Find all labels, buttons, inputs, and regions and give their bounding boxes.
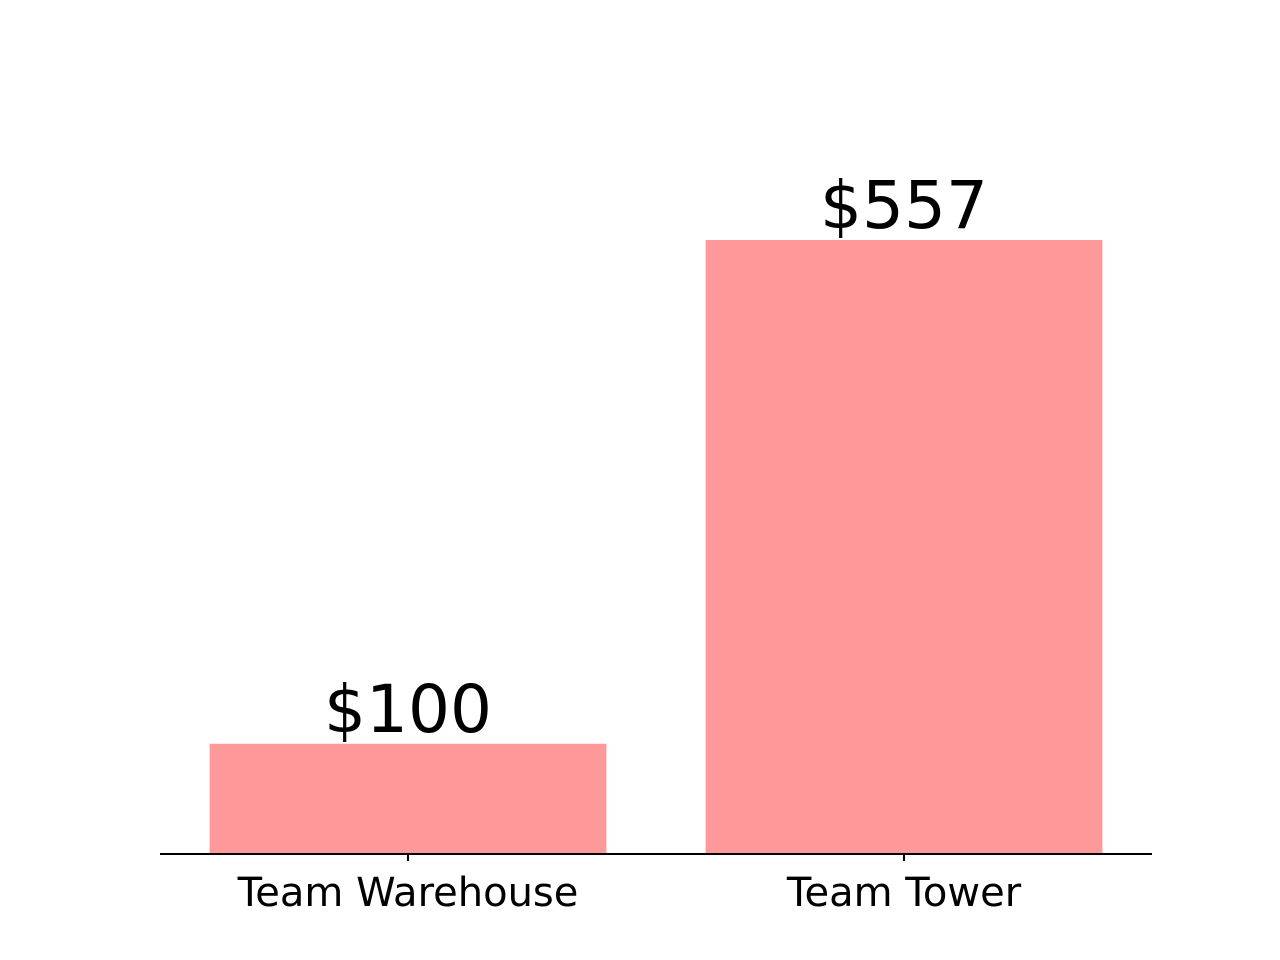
x-tick-label-1: Team Tower — [786, 870, 1022, 916]
bar-value-label-1: $557 — [820, 167, 988, 244]
bar-1 — [705, 240, 1103, 854]
bars-group — [209, 240, 1103, 854]
labels-group: $100 Team Warehouse $557 Team Tower — [237, 167, 1022, 916]
x-ticks-group — [407, 854, 905, 861]
bar-value-label-0: $100 — [324, 671, 492, 748]
bar-0 — [209, 743, 607, 854]
x-tick-label-0: Team Warehouse — [237, 870, 579, 916]
